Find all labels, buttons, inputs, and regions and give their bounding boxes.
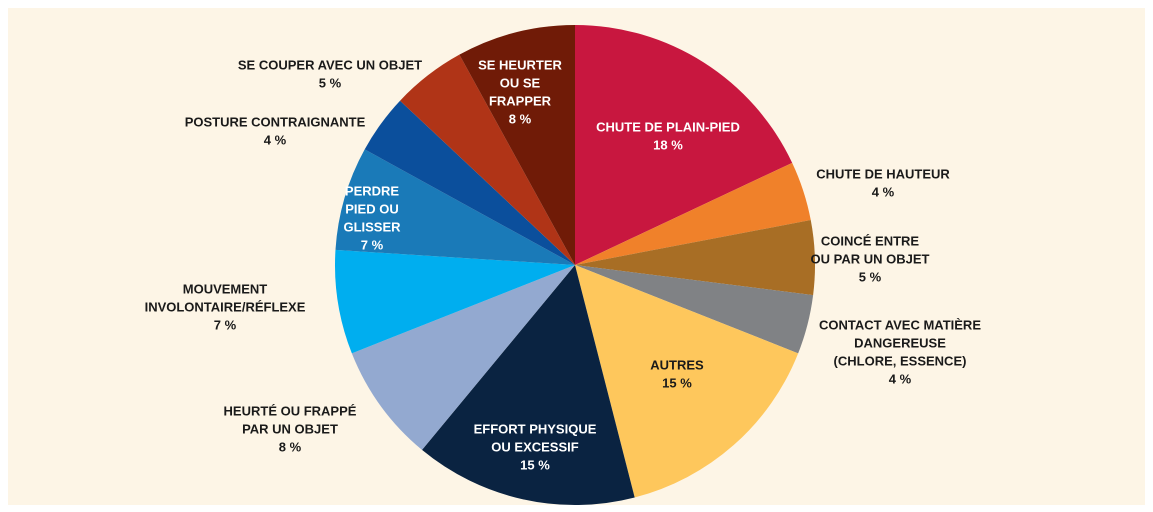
value-label: 18 % xyxy=(653,137,683,152)
value-label: 15 % xyxy=(520,457,550,472)
value-label: 15 % xyxy=(662,375,692,390)
slice-label: FRAPPER xyxy=(489,93,552,108)
slice-label: CHUTE DE PLAIN-PIED xyxy=(596,119,740,134)
pie-slice xyxy=(334,249,575,354)
slice-label: DANGEREUSE xyxy=(854,335,946,350)
slice-label: POSTURE CONTRAIGNANTE xyxy=(185,114,366,129)
slice-label: PAR UN OBJET xyxy=(242,421,338,436)
value-label: 8 % xyxy=(279,439,302,454)
slice-label: COINCÉ ENTRE xyxy=(821,233,920,248)
slice-label: INVOLONTAIRE/RÉFLEXE xyxy=(145,299,306,314)
slice-label: CONTACT AVEC MATIÈRE xyxy=(819,317,981,332)
pie-slice xyxy=(575,25,793,265)
slice-label: HEURTÉ OU FRAPPÉ xyxy=(224,403,357,418)
slice-label: PIED OU xyxy=(345,201,398,216)
value-label: 4 % xyxy=(889,371,912,386)
value-label: 4 % xyxy=(264,132,287,147)
slice-label: EFFORT PHYSIQUE xyxy=(474,421,597,436)
value-label: 8 % xyxy=(509,111,532,126)
pie-slice xyxy=(575,220,816,296)
pie-slice xyxy=(459,25,575,265)
slice-label: GLISSER xyxy=(343,219,401,234)
slice-label: OU EXCESSIF xyxy=(491,439,578,454)
value-label: 7 % xyxy=(214,317,237,332)
pie-slice xyxy=(364,100,575,265)
pie-slice xyxy=(400,54,575,265)
slice-label: SE HEURTER xyxy=(478,57,562,72)
value-label: 5 % xyxy=(319,75,342,90)
slice-label: MOUVEMENT xyxy=(183,281,268,296)
value-label: 5 % xyxy=(859,269,882,284)
pie-slice xyxy=(575,265,814,354)
pie-slice xyxy=(351,265,575,450)
slice-label: AUTRES xyxy=(650,357,704,372)
pie-slice xyxy=(575,162,811,265)
value-label: 7 % xyxy=(361,237,384,252)
slice-label: OU SE xyxy=(500,75,541,90)
slice-label: PERDRE xyxy=(345,183,400,198)
pie-slice xyxy=(422,265,635,505)
pie-slice xyxy=(335,149,575,265)
slice-label: SE COUPER AVEC UN OBJET xyxy=(238,57,422,72)
slice-label: OU PAR UN OBJET xyxy=(811,251,930,266)
value-label: 4 % xyxy=(872,184,895,199)
pie-slice xyxy=(575,265,799,498)
slice-label: CHUTE DE HAUTEUR xyxy=(816,166,950,181)
slice-label: (CHLORE, ESSENCE) xyxy=(834,353,967,368)
